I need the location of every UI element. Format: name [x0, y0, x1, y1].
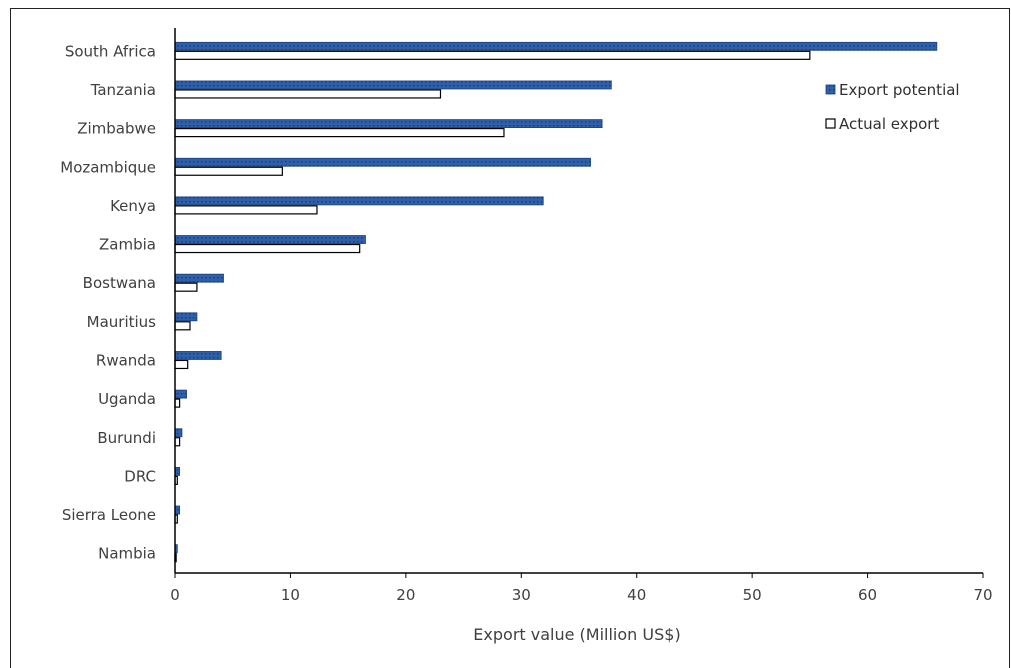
bar-export-potential: [174, 389, 187, 399]
bar-export-potential: [174, 41, 938, 51]
bar-actual-export: [174, 166, 283, 176]
category-label: DRC: [124, 467, 156, 485]
bar-export-potential: [174, 312, 198, 322]
category-label: Rwanda: [96, 351, 156, 369]
bar-export-potential: [174, 196, 544, 206]
x-tick-label: 40: [627, 586, 646, 604]
bar-export-potential: [174, 273, 224, 283]
bar-actual-export: [174, 89, 442, 99]
bar-actual-export: [174, 321, 191, 331]
category-label: Nambia: [98, 545, 156, 563]
x-axis-label: Export value (Million US$): [473, 625, 680, 644]
bar-export-potential: [174, 235, 366, 244]
bar-actual-export: [174, 205, 318, 215]
bar-actual-export: [174, 243, 361, 254]
bar-actual-export: [174, 359, 189, 370]
category-label: Bostwana: [83, 274, 156, 292]
category-label: Zambia: [99, 236, 156, 254]
chart-frame: [10, 8, 1010, 668]
category-label: Mauritius: [87, 313, 157, 331]
x-tick-label: 30: [512, 586, 531, 604]
bar-export-potential: [174, 351, 222, 360]
category-label: Kenya: [110, 197, 156, 215]
x-tick-label: 70: [973, 586, 992, 604]
bar-export-potential: [174, 119, 603, 129]
category-label: Tanzania: [90, 81, 156, 99]
x-tick-label: 20: [396, 586, 415, 604]
legend-swatch-export-potential: [825, 84, 836, 95]
legend: Export potential Actual export: [825, 81, 960, 133]
category-label: Sierra Leone: [62, 506, 156, 524]
category-label: Mozambique: [60, 158, 156, 176]
bar-export-potential: [174, 80, 612, 90]
x-tick-label: 10: [281, 586, 300, 604]
bar-actual-export: [174, 282, 198, 292]
x-tick-label: 0: [170, 586, 180, 604]
category-label: Zimbabwe: [77, 120, 156, 138]
legend-label-actual-export: Actual export: [839, 115, 939, 133]
category-label: South Africa: [65, 42, 156, 60]
x-tick-label: 50: [743, 586, 762, 604]
x-tick-label: 60: [858, 586, 877, 604]
bar-export-potential: [174, 428, 183, 438]
category-label: Uganda: [98, 390, 156, 408]
bar-export-potential: [174, 157, 591, 167]
bar-actual-export: [174, 128, 505, 138]
bar-actual-export: [174, 50, 811, 60]
category-label: Burundi: [97, 429, 156, 447]
legend-label-export-potential: Export potential: [839, 81, 960, 99]
legend-swatch-actual-export: [825, 118, 836, 129]
